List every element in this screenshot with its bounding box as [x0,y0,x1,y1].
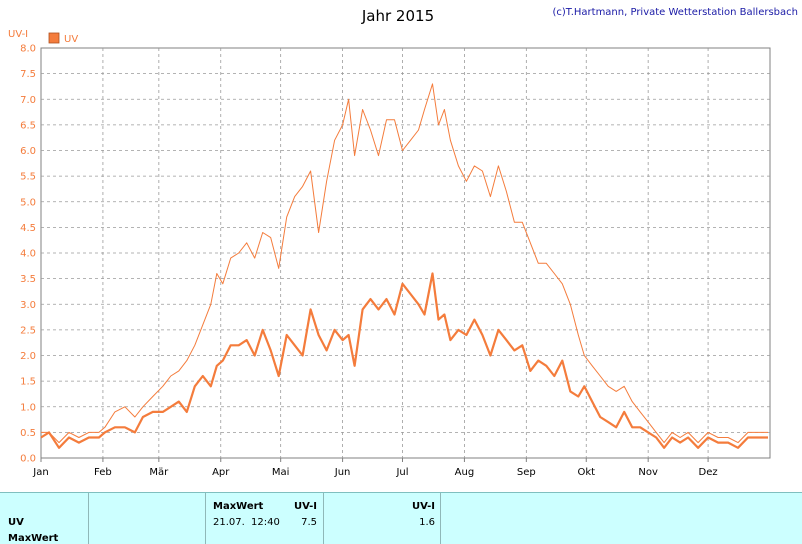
y-tick-label: 3.0 [20,300,36,311]
series-line-max [41,83,768,444]
y-tick-label: 5.0 [20,197,36,208]
row-label-maxwert: MaxWert [8,533,59,544]
y-tick-label: 3.5 [20,274,36,285]
x-tick-label: Aug [455,467,475,478]
y-tick-label: 2.5 [20,325,36,336]
series-layer [40,83,768,449]
y-tick-label: 8.0 [20,44,36,55]
y-tick-label: 0.5 [20,428,36,439]
y-tick-label: 6.0 [20,146,36,157]
header-maxwert: MaxWert [213,501,264,512]
copyright-text: (c)T.Hartmann, Private Wetterstation Bal… [552,7,798,18]
column-divider [323,493,324,544]
y-tick-label: 4.5 [20,223,36,234]
chart-title: Jahr 2015 [361,7,434,25]
max-date: 21.07. [213,517,245,528]
mean-value: 1.6 [419,517,435,528]
y-tick-label: 1.0 [20,402,36,413]
x-tick-label: Jun [334,467,351,478]
max-value: 7.5 [301,517,317,528]
x-tick-label: Nov [638,467,658,478]
x-tick-labels: Jan Feb Mär Apr Mai Jun Jul Aug Sep Okt Nov Dez [32,467,717,478]
y-tick-label: 2.0 [20,351,36,362]
x-tick-label: Sep [517,467,536,478]
x-tick-label: Okt [577,467,595,478]
x-tick-label: Mär [149,467,169,478]
uv-chart: 0.0 0.5 1.0 1.5 2.0 2.5 3.0 3.5 4.0 4.5 5.0 5.5 6.0 6… [8,7,798,478]
y-tick-label: 0.0 [20,454,36,465]
column-divider [205,493,206,544]
x-tick-label: Feb [94,467,112,478]
series-line-mean [40,272,768,449]
x-tick-label: Apr [212,467,230,478]
column-divider [88,493,89,544]
y-tick-label: 6.5 [20,120,36,131]
y-tick-label: 7.5 [20,69,36,80]
legend-swatch [48,32,60,44]
grid [40,48,770,462]
y-axis-label: UV-I [8,29,28,40]
header-uvi-mean: UV-I [411,501,435,512]
y-tick-label: 7.0 [20,95,36,106]
row-label-uv: UV [8,517,24,528]
y-tick-labels: 0.0 0.5 1.0 1.5 2.0 2.5 3.0 3.5 4.0 4.5 5.0 5.5 6.0 6… [20,44,36,465]
header-uvi-max: UV-I [293,501,317,512]
legend-label: UV [64,34,78,45]
x-tick-label: Jan [32,467,48,478]
x-tick-label: Dez [699,467,718,478]
y-tick-label: 5.5 [20,172,36,183]
y-tick-label: 1.5 [20,377,36,388]
summary-table: MaxWert UV-I UV-I UV MaxWert 21.07. 12:4… [0,492,802,544]
column-divider [440,493,441,544]
y-tick-label: 4.0 [20,249,36,260]
max-time: 12:40 [251,517,280,528]
x-tick-label: Mai [272,467,290,478]
x-tick-label: Jul [395,467,408,478]
